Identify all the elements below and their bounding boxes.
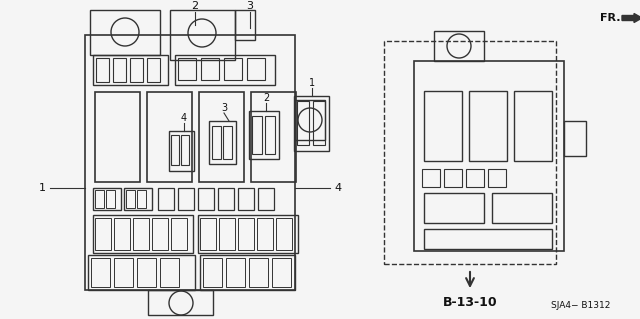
- Text: 2: 2: [263, 93, 269, 103]
- Bar: [93, 55, 168, 85]
- Bar: [209, 121, 236, 164]
- Bar: [514, 91, 552, 161]
- Text: 3: 3: [246, 1, 253, 11]
- Bar: [265, 116, 275, 154]
- Text: 4: 4: [335, 183, 342, 193]
- Bar: [258, 188, 274, 210]
- Bar: [152, 218, 168, 250]
- Bar: [201, 58, 219, 80]
- Bar: [444, 169, 462, 187]
- Bar: [170, 10, 235, 60]
- Bar: [235, 10, 255, 40]
- Bar: [171, 218, 187, 250]
- Bar: [114, 218, 130, 250]
- Bar: [175, 55, 275, 85]
- Bar: [218, 188, 234, 210]
- Bar: [148, 290, 213, 315]
- Bar: [249, 258, 268, 287]
- Text: B-13-10: B-13-10: [443, 296, 497, 309]
- Bar: [169, 131, 194, 171]
- Bar: [295, 100, 325, 140]
- Bar: [200, 218, 216, 250]
- Bar: [384, 41, 556, 264]
- Bar: [85, 35, 295, 290]
- Bar: [488, 169, 506, 187]
- Bar: [124, 188, 152, 210]
- Bar: [492, 193, 552, 223]
- Bar: [171, 135, 179, 165]
- Bar: [297, 101, 309, 145]
- Bar: [147, 92, 192, 182]
- Bar: [469, 91, 507, 161]
- Bar: [178, 58, 196, 80]
- Bar: [181, 135, 189, 165]
- Bar: [93, 188, 121, 210]
- Bar: [137, 258, 156, 287]
- Bar: [276, 218, 292, 250]
- Bar: [130, 58, 143, 82]
- Text: 3: 3: [221, 103, 227, 113]
- Bar: [249, 111, 279, 159]
- Bar: [203, 258, 222, 287]
- Bar: [95, 92, 140, 182]
- Bar: [200, 255, 295, 290]
- Bar: [252, 116, 262, 154]
- Bar: [91, 258, 110, 287]
- Text: SJA4− B1312: SJA4− B1312: [550, 301, 610, 310]
- Bar: [564, 121, 586, 156]
- Bar: [414, 61, 564, 251]
- Bar: [95, 190, 104, 208]
- Bar: [424, 229, 552, 249]
- Text: 2: 2: [191, 1, 198, 11]
- Bar: [224, 58, 242, 80]
- Bar: [198, 188, 214, 210]
- Bar: [106, 190, 115, 208]
- Bar: [223, 126, 232, 159]
- Bar: [212, 126, 221, 159]
- Bar: [95, 218, 111, 250]
- Text: 4: 4: [181, 113, 187, 123]
- Bar: [257, 218, 273, 250]
- Bar: [114, 258, 133, 287]
- Bar: [178, 188, 194, 210]
- Bar: [219, 218, 235, 250]
- Bar: [422, 169, 440, 187]
- Bar: [93, 215, 193, 253]
- Bar: [424, 193, 484, 223]
- Bar: [466, 169, 484, 187]
- Text: 1: 1: [309, 78, 315, 88]
- Bar: [88, 255, 195, 290]
- Bar: [424, 91, 462, 161]
- Bar: [251, 92, 296, 182]
- Text: 1: 1: [38, 183, 45, 193]
- Bar: [199, 92, 244, 182]
- Bar: [313, 101, 325, 145]
- Bar: [238, 218, 254, 250]
- Bar: [272, 258, 291, 287]
- Bar: [96, 58, 109, 82]
- Bar: [133, 218, 149, 250]
- Bar: [126, 190, 135, 208]
- Bar: [247, 58, 265, 80]
- Bar: [113, 58, 126, 82]
- Bar: [160, 258, 179, 287]
- Bar: [294, 96, 329, 151]
- Bar: [226, 258, 245, 287]
- Bar: [147, 58, 160, 82]
- Bar: [90, 10, 160, 55]
- Bar: [198, 215, 298, 253]
- Bar: [434, 31, 484, 61]
- Text: FR.: FR.: [600, 13, 621, 23]
- Bar: [137, 190, 146, 208]
- FancyArrow shape: [622, 13, 640, 23]
- Bar: [238, 188, 254, 210]
- Bar: [158, 188, 174, 210]
